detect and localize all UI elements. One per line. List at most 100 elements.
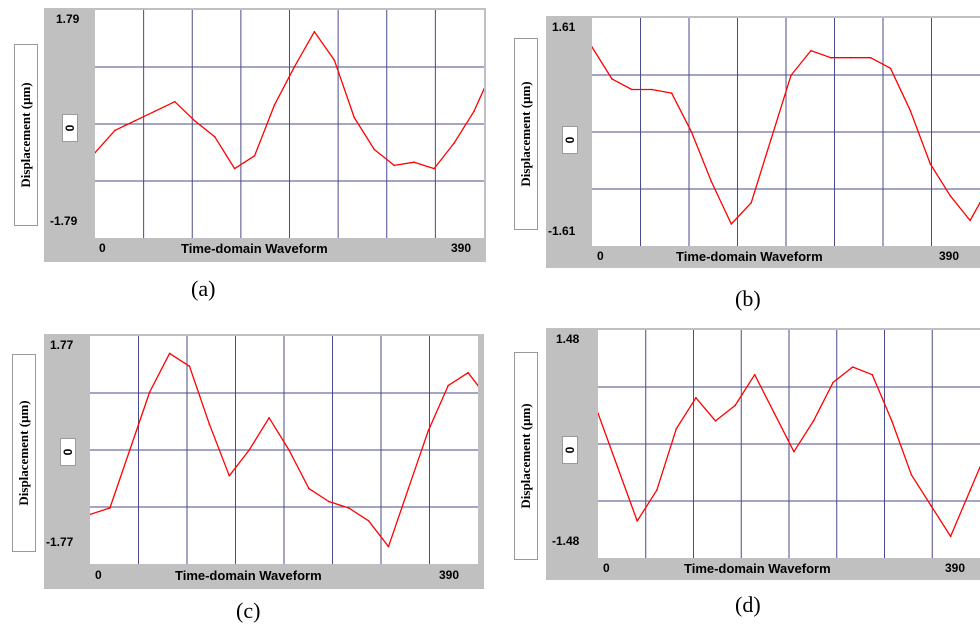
data-point bbox=[154, 110, 156, 113]
data-point bbox=[367, 520, 370, 522]
y-tick-zero-box: 0 bbox=[562, 126, 578, 154]
data-point bbox=[909, 110, 912, 112]
data-point bbox=[308, 487, 310, 490]
x-tick-start: 0 bbox=[99, 241, 106, 255]
x-tick-end: 390 bbox=[451, 241, 472, 255]
data-point bbox=[109, 507, 111, 509]
data-point bbox=[616, 466, 619, 468]
caption-a: (a) bbox=[191, 276, 216, 301]
data-point bbox=[453, 142, 455, 144]
data-point bbox=[347, 507, 350, 509]
data-point bbox=[483, 88, 484, 90]
y-tick-bottom: -1.48 bbox=[552, 534, 580, 548]
y-tick-zero: 0 bbox=[63, 124, 77, 132]
plot-area bbox=[598, 330, 980, 558]
data-point bbox=[695, 397, 697, 399]
data-point bbox=[710, 180, 713, 183]
x-tick-end: 390 bbox=[945, 561, 966, 575]
y-axis-label: Displacement (μm) bbox=[16, 400, 31, 506]
data-point bbox=[631, 88, 633, 91]
y-tick-top: 1.77 bbox=[50, 338, 74, 352]
x-tick-start: 0 bbox=[603, 561, 610, 575]
data-point bbox=[790, 74, 792, 77]
caption-c: (c) bbox=[236, 598, 261, 623]
data-point bbox=[871, 373, 874, 376]
y-tick-top: 1.48 bbox=[556, 332, 580, 346]
caption-b: (b) bbox=[735, 286, 761, 311]
data-point bbox=[730, 223, 733, 225]
data-point bbox=[213, 135, 216, 138]
data-point bbox=[253, 155, 256, 157]
x-axis-label: Time-domain Waveform bbox=[175, 568, 322, 583]
ylabel-box: Displacement (μm) bbox=[514, 38, 538, 230]
data-point bbox=[293, 65, 296, 68]
ylabel-box: Displacement (μm) bbox=[12, 354, 36, 552]
data-point bbox=[248, 449, 250, 451]
data-point bbox=[734, 404, 736, 407]
panel-b: Displacement (μm) 1.61 0 -1.61 0 Time-do… bbox=[514, 16, 980, 268]
data-point bbox=[929, 163, 932, 165]
chart-svg bbox=[90, 336, 478, 564]
data-point bbox=[353, 116, 356, 119]
data-point bbox=[288, 449, 290, 451]
data-point bbox=[832, 381, 834, 384]
data-point bbox=[611, 78, 613, 80]
data-point bbox=[433, 167, 435, 170]
data-point bbox=[387, 545, 390, 548]
data-point bbox=[753, 373, 756, 376]
data-point bbox=[129, 449, 131, 451]
x-axis-label: Time-domain Waveform bbox=[181, 241, 328, 256]
data-point bbox=[208, 423, 211, 425]
y-tick-bottom: -1.77 bbox=[46, 535, 74, 549]
data-point bbox=[650, 88, 653, 91]
data-point bbox=[773, 412, 776, 414]
data-point bbox=[891, 420, 893, 422]
y-tick-bottom: -1.79 bbox=[50, 214, 78, 228]
data-point bbox=[467, 371, 469, 374]
y-tick-zero-box: 0 bbox=[62, 114, 78, 142]
data-point bbox=[750, 202, 752, 204]
data-point bbox=[174, 100, 176, 103]
data-point bbox=[656, 489, 658, 491]
data-point bbox=[427, 429, 430, 432]
panel-c: Displacement (μm) 1.77 0 -1.77 0 Time-do… bbox=[12, 334, 484, 589]
data-point bbox=[949, 194, 951, 197]
data-point bbox=[949, 535, 952, 538]
x-tick-start: 0 bbox=[597, 249, 604, 263]
data-point bbox=[273, 104, 276, 106]
data-point bbox=[447, 384, 450, 387]
data-point bbox=[714, 420, 717, 422]
data-point bbox=[188, 365, 191, 368]
y-axis-label: Displacement (μm) bbox=[18, 82, 33, 188]
plot-area bbox=[90, 336, 478, 564]
y-tick-zero: 0 bbox=[563, 136, 577, 144]
y-tick-bottom: -1.61 bbox=[548, 224, 576, 238]
data-point bbox=[333, 59, 336, 62]
x-axis-label: Time-domain Waveform bbox=[676, 249, 823, 264]
y-tick-top: 1.61 bbox=[552, 20, 576, 34]
x-tick-end: 390 bbox=[939, 249, 960, 263]
x-tick-end: 390 bbox=[439, 568, 460, 582]
data-point bbox=[373, 148, 376, 151]
data-point bbox=[869, 56, 872, 59]
chart-svg bbox=[95, 10, 484, 238]
y-axis-label: Displacement (μm) bbox=[518, 81, 533, 187]
data-point bbox=[90, 513, 91, 516]
data-point bbox=[793, 450, 795, 453]
data-point bbox=[675, 427, 678, 430]
panel-d: Displacement (μm) 1.48 0 -1.48 0 Time-do… bbox=[514, 328, 980, 580]
data-point bbox=[592, 46, 593, 48]
ylabel-box: Displacement (μm) bbox=[14, 44, 38, 226]
data-point bbox=[830, 56, 832, 59]
data-point bbox=[168, 352, 171, 355]
plot-area bbox=[95, 10, 484, 238]
data-point bbox=[670, 92, 673, 94]
data-point bbox=[889, 67, 892, 70]
data-point bbox=[849, 56, 852, 59]
data-point bbox=[134, 120, 136, 122]
data-point bbox=[473, 110, 475, 113]
data-point bbox=[812, 420, 815, 422]
data-point bbox=[851, 366, 854, 368]
y-tick-zero-box: 0 bbox=[562, 436, 578, 464]
data-point bbox=[598, 412, 599, 414]
